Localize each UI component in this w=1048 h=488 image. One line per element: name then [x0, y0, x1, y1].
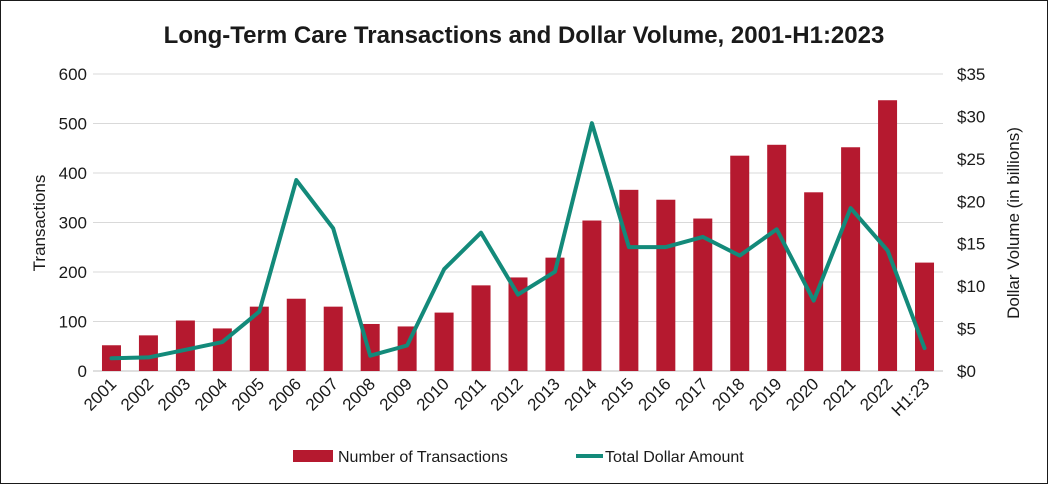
- x-tick-label: 2002: [117, 374, 157, 414]
- x-tick-label: 2013: [524, 374, 564, 414]
- bar: [656, 199, 676, 371]
- x-tick-label: 2006: [265, 374, 305, 414]
- left-tick-label: 100: [59, 313, 87, 332]
- bar: [286, 298, 306, 371]
- legend: Number of Transactions Total Dollar Amou…: [293, 449, 744, 466]
- right-tick-label: $25: [957, 150, 985, 169]
- bar: [804, 192, 824, 371]
- right-tick-label: $0: [957, 362, 976, 381]
- bar: [878, 100, 898, 372]
- bar: [508, 277, 528, 371]
- x-axis-ticks: 2001200220032004200520062007200820092010…: [80, 374, 933, 420]
- line-path: [109, 121, 927, 361]
- x-tick-label: 2003: [154, 374, 194, 414]
- bar: [323, 306, 343, 371]
- x-tick-label: 2020: [782, 374, 822, 414]
- bar: [138, 335, 158, 371]
- bar: [915, 262, 935, 371]
- left-tick-label: 400: [59, 164, 87, 183]
- left-axis-ticks: 0 100 200 300 400 500 600: [59, 65, 87, 381]
- bar: [693, 218, 713, 371]
- x-tick-label: 2008: [339, 374, 379, 414]
- legend-label-dollar-amount: Total Dollar Amount: [605, 449, 744, 466]
- legend-swatch-transactions: [293, 450, 333, 462]
- left-tick-label: 600: [59, 65, 87, 84]
- x-tick-label: 2009: [376, 374, 416, 414]
- x-tick-label: 2005: [228, 374, 268, 414]
- left-tick-label: 300: [59, 214, 87, 233]
- bar: [619, 189, 639, 371]
- bar: [175, 320, 195, 371]
- right-tick-label: $35: [957, 65, 985, 84]
- x-tick-label: 2017: [671, 374, 711, 414]
- x-tick-label: 2004: [191, 374, 231, 414]
- x-tick-label: 2016: [634, 374, 674, 414]
- x-tick-label: 2011: [451, 374, 490, 413]
- right-tick-label: $10: [957, 277, 985, 296]
- gridlines: [93, 73, 943, 372]
- bar: [767, 144, 787, 371]
- bar: [545, 257, 565, 371]
- chart-title: Long-Term Care Transactions and Dollar V…: [164, 22, 885, 49]
- bar-series: [101, 100, 935, 372]
- bar: [730, 155, 750, 371]
- x-tick-label: 2014: [561, 374, 601, 414]
- legend-label-transactions: Number of Transactions: [338, 449, 508, 466]
- x-tick-label: 2012: [487, 374, 527, 414]
- right-tick-label: $30: [957, 107, 985, 126]
- right-axis-title: Dollar Volume (in billions): [1004, 127, 1023, 319]
- line-series: [109, 121, 927, 361]
- bar: [434, 312, 454, 371]
- x-tick-label: 2007: [302, 374, 342, 414]
- right-tick-label: $15: [957, 235, 985, 254]
- left-tick-label: 200: [59, 263, 87, 282]
- bar: [249, 306, 269, 371]
- bar: [471, 285, 491, 371]
- left-axis-title: Transactions: [30, 175, 49, 272]
- x-tick-label: 2015: [598, 374, 638, 414]
- left-tick-label: 500: [59, 115, 87, 134]
- right-tick-label: $5: [957, 320, 976, 339]
- x-tick-label: 2021: [819, 374, 859, 414]
- x-tick-label: H1:23: [888, 374, 934, 420]
- x-tick-label: 2019: [745, 374, 785, 414]
- right-axis-ticks: $0 $5 $10 $15 $20 $25 $30 $35: [957, 65, 985, 381]
- x-tick-label: 2010: [413, 374, 453, 414]
- x-tick-label: 2018: [708, 374, 748, 414]
- bar: [582, 220, 602, 371]
- right-tick-label: $20: [957, 192, 985, 211]
- left-tick-label: 0: [78, 362, 87, 381]
- bar: [841, 147, 861, 371]
